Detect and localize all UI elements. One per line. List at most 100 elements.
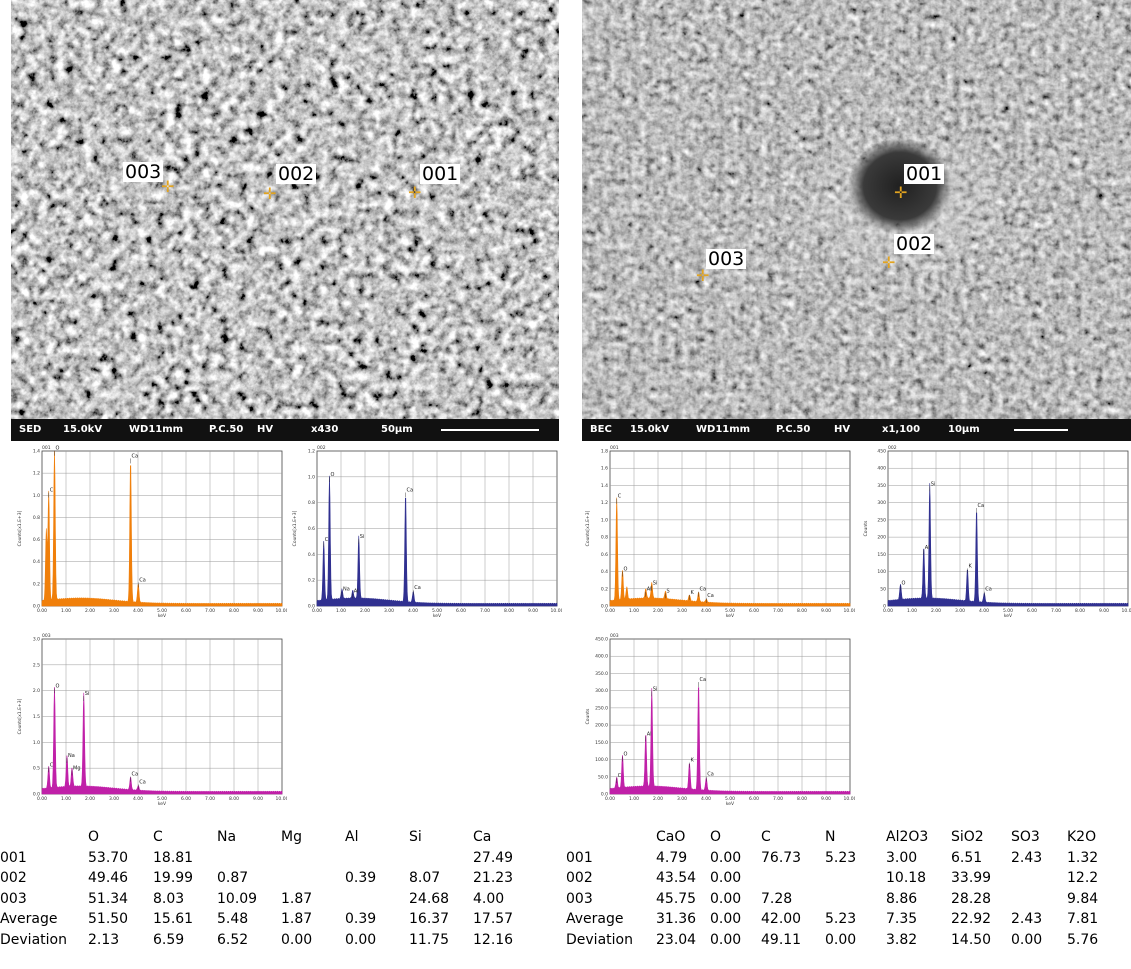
table-row: Deviation 23.04 0.00 49.11 0.00 3.82 14.50 0.00… [566, 930, 1107, 951]
peak-label: Ca [132, 453, 139, 459]
y-tick-label: 0.0 [33, 604, 40, 610]
table-cell: 19.99 [153, 870, 194, 886]
sem-voltage: 15.0kV [63, 424, 103, 435]
y-tick-label: 100.0 [595, 757, 608, 763]
y-tick-label: 0.4 [33, 559, 40, 565]
composition-table-right: CaO O C N Al2O3 SiO2 SO3 K2O 001 4.79 0.00… [566, 827, 1107, 950]
table-row: 001 4.79 0.00 76.73 5.23 3.00 6.51 2.43 1.32 [566, 848, 1107, 869]
y-tick-label: 0 [883, 604, 886, 610]
eds-spectrum-left-003: 003 0.0 0.5 1.0 1.5 2.0 2.5 3.0 0.00 1.00 2.00 3.00… [12, 630, 287, 808]
x-tick-label: 4.00 [701, 796, 711, 802]
y-tick-label: 1.0 [308, 474, 315, 480]
table-cell: 17.57 [473, 911, 514, 927]
point-label: 001 [420, 163, 461, 185]
table-cell [281, 868, 345, 889]
x-axis-label: keV [158, 801, 167, 807]
table-cell: 0.00 [710, 870, 742, 886]
table-cell: 10.09 [217, 890, 258, 907]
x-tick-label: 3.00 [677, 608, 687, 614]
peak-label: Ca [407, 488, 414, 494]
table-cell: 12.16 [473, 931, 514, 948]
table-row-label: Deviation [566, 931, 633, 948]
table-row: 002 49.46 19.99 0.87 0.39 8.07 21.23 [0, 868, 533, 889]
table-header-cell: K2O [1067, 829, 1097, 845]
table-cell: 11.75 [409, 931, 450, 948]
spectrum-id: 001 [42, 445, 51, 451]
table-row: 002 43.54 0.00 10.18 33.99 12.2 [566, 868, 1107, 889]
x-tick-label: 10.00 [844, 796, 855, 802]
spectrum-series [887, 483, 1129, 607]
table-header-cell: O [88, 829, 100, 845]
peak-label: Na [68, 753, 75, 759]
y-tick-label: 450 [877, 449, 886, 455]
table-cell: 51.50 [88, 911, 129, 927]
table-cell: 2.43 [1011, 849, 1043, 866]
eds-spectrum-right-002: 002 0 50 100 150 200 250 300 350 400 450 0.00 1.00 2.… [858, 442, 1131, 620]
peak-label: Ca [707, 593, 714, 599]
peak-label: S [666, 588, 669, 594]
table-header-cell: Na [217, 829, 237, 845]
y-axis-label: Counts[x1.E+3] [17, 698, 23, 734]
x-tick-label: 5.00 [157, 796, 167, 802]
table-cell: 5.23 [825, 911, 857, 927]
y-tick-label: 400 [877, 466, 886, 472]
table-cell [409, 848, 473, 869]
x-tick-label: 8.00 [229, 796, 239, 802]
table-header-cell: Ca [473, 829, 492, 845]
table-cell: 6.51 [951, 849, 983, 866]
sem-working-distance: WD11mm [129, 424, 184, 435]
table-header-cell [0, 827, 88, 848]
y-tick-label: 250.0 [595, 705, 608, 711]
y-tick-label: 350 [877, 483, 886, 489]
x-tick-label: 2.00 [85, 796, 95, 802]
peak-label: Ca [700, 587, 707, 593]
table-cell: 53.70 [88, 849, 129, 866]
point-label: 003 [123, 161, 164, 183]
peak-label: K [968, 563, 972, 569]
y-tick-label: 0.4 [308, 552, 315, 558]
y-tick-label: 200 [877, 535, 886, 541]
table-cell: 33.99 [951, 870, 992, 886]
x-tick-label: 2.00 [931, 608, 941, 614]
peak-label: C [50, 762, 54, 768]
table-row: Average 51.50 15.61 5.48 1.87 0.39 16.37 17.57 [0, 909, 533, 930]
peak-label: Ca [978, 503, 985, 509]
point-label: 003 [706, 248, 747, 270]
peak-label: C [618, 773, 622, 779]
peak-label: O [55, 446, 59, 452]
sem-texture-left [11, 0, 559, 441]
y-tick-label: 150.0 [595, 740, 608, 746]
sem-micrograph-left: 003 ✛ ✛ 002 ✛ 001 SED 15.0kV WD11mm P.C.… [11, 0, 559, 441]
table-cell: 4.00 [473, 890, 505, 907]
peak-label: Ca [139, 577, 146, 583]
y-tick-label: 0.6 [33, 537, 40, 543]
sem-texture-right [582, 0, 1131, 441]
peak-label: O [55, 683, 59, 689]
scale-bar [441, 429, 539, 431]
x-tick-label: 9.00 [821, 608, 831, 614]
x-tick-label: 2.00 [653, 796, 663, 802]
table-header-cell: Si [409, 829, 422, 845]
table-cell: 43.54 [656, 870, 697, 886]
table-cell: 2.43 [1011, 911, 1043, 927]
x-tick-label: 3.00 [677, 796, 687, 802]
x-tick-label: 6.00 [749, 608, 759, 614]
y-tick-label: 300 [877, 500, 886, 506]
x-tick-label: 8.00 [229, 608, 239, 614]
spectrum-id: 001 [610, 445, 619, 451]
table-row: 001 53.70 18.81 27.49 [0, 848, 533, 869]
spectrum-id: 002 [317, 445, 326, 451]
y-tick-label: 50 [880, 586, 886, 592]
table-cell: 6.52 [217, 931, 249, 948]
y-tick-label: 1.0 [33, 493, 40, 499]
table-header-cell: CaO [656, 829, 686, 845]
x-tick-label: 3.00 [109, 796, 119, 802]
x-tick-label: 10.00 [276, 608, 287, 614]
y-tick-label: 1.6 [601, 466, 608, 472]
y-axis-label: Counts[x1.E+3] [585, 510, 591, 546]
table-row-label: 002 [0, 870, 27, 886]
point-label: 002 [276, 163, 317, 185]
y-tick-label: 0.6 [308, 526, 315, 532]
y-tick-label: 0.0 [601, 792, 608, 798]
y-tick-label: 0.6 [601, 552, 608, 558]
